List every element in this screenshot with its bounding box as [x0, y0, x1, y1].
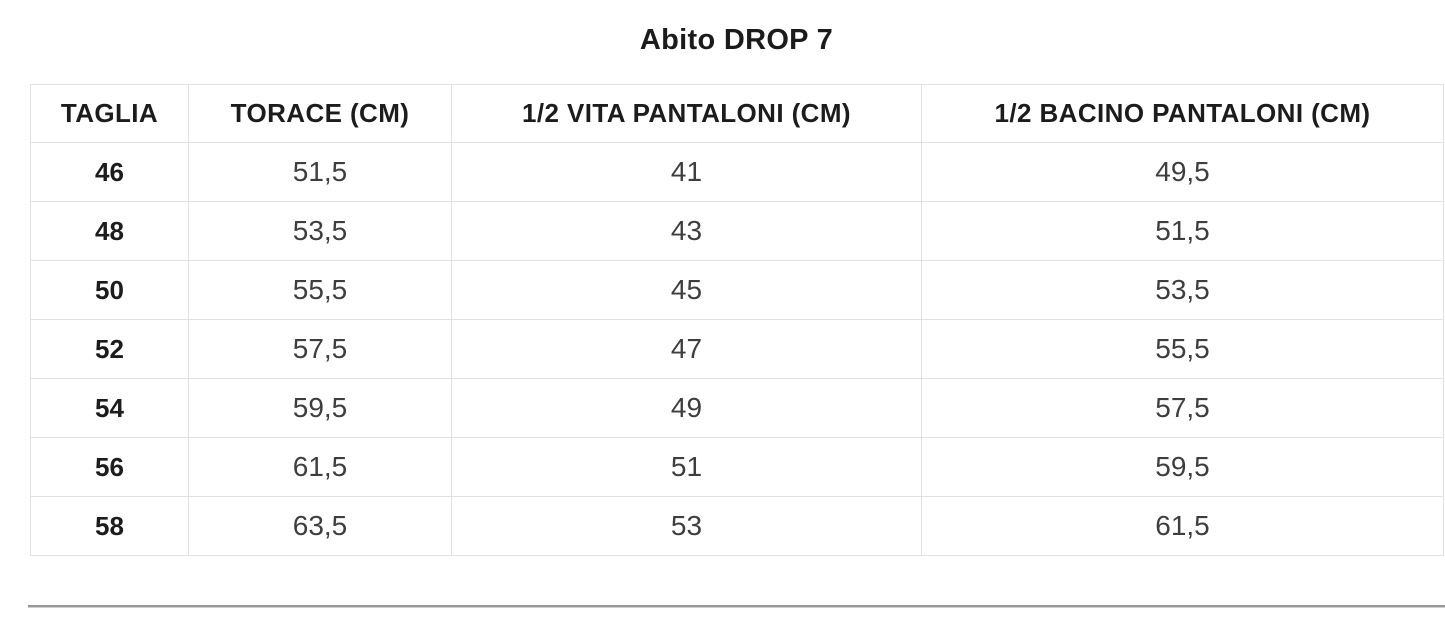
table-row: 58 63,5 53 61,5 [30, 496, 1444, 556]
table-row: 52 57,5 47 55,5 [30, 319, 1444, 379]
table-cell: 51,5 [921, 201, 1444, 261]
table-cell: 49,5 [921, 142, 1444, 202]
table-cell: 59,5 [921, 437, 1444, 497]
table-cell: 61,5 [921, 496, 1444, 556]
size-chart-body: 46 51,5 41 49,5 48 53,5 43 51,5 50 55,5 … [30, 142, 1444, 556]
size-cell: 56 [30, 437, 189, 497]
table-cell: 53,5 [188, 201, 452, 261]
column-header-taglia: TAGLIA [30, 84, 189, 143]
header-row: TAGLIA TORACE (CM) 1/2 VITA PANTALONI (C… [30, 84, 1444, 143]
column-header-bacino-pantaloni: 1/2 BACINO PANTALONI (CM) [921, 84, 1444, 143]
table-row: 48 53,5 43 51,5 [30, 201, 1444, 261]
table-cell: 45 [451, 260, 922, 320]
table-cell: 49 [451, 378, 922, 438]
size-chart-header: TAGLIA TORACE (CM) 1/2 VITA PANTALONI (C… [30, 84, 1444, 143]
table-cell: 41 [451, 142, 922, 202]
table-cell: 55,5 [188, 260, 452, 320]
size-cell: 54 [30, 378, 189, 438]
table-cell: 43 [451, 201, 922, 261]
table-cell: 53 [451, 496, 922, 556]
table-row: 46 51,5 41 49,5 [30, 142, 1444, 202]
size-cell: 50 [30, 260, 189, 320]
table-cell: 51 [451, 437, 922, 497]
table-cell: 63,5 [188, 496, 452, 556]
table-cell: 51,5 [188, 142, 452, 202]
table-row: 54 59,5 49 57,5 [30, 378, 1444, 438]
table-row: 50 55,5 45 53,5 [30, 260, 1444, 320]
table-cell: 53,5 [921, 260, 1444, 320]
size-cell: 48 [30, 201, 189, 261]
table-cell: 57,5 [921, 378, 1444, 438]
page-title: Abito DROP 7 [639, 24, 834, 56]
table-cell: 57,5 [188, 319, 452, 379]
column-header-vita-pantaloni: 1/2 VITA PANTALONI (CM) [451, 84, 922, 143]
size-cell: 52 [30, 319, 189, 379]
bottom-divider [28, 605, 1445, 607]
table-cell: 55,5 [921, 319, 1444, 379]
table-cell: 59,5 [188, 378, 452, 438]
table-cell: 47 [451, 319, 922, 379]
size-chart-table: TAGLIA TORACE (CM) 1/2 VITA PANTALONI (C… [30, 84, 1444, 556]
table-row: 56 61,5 51 59,5 [30, 437, 1444, 497]
table-cell: 61,5 [188, 437, 452, 497]
column-header-torace: TORACE (CM) [188, 84, 452, 143]
size-cell: 46 [30, 142, 189, 202]
size-cell: 58 [30, 496, 189, 556]
